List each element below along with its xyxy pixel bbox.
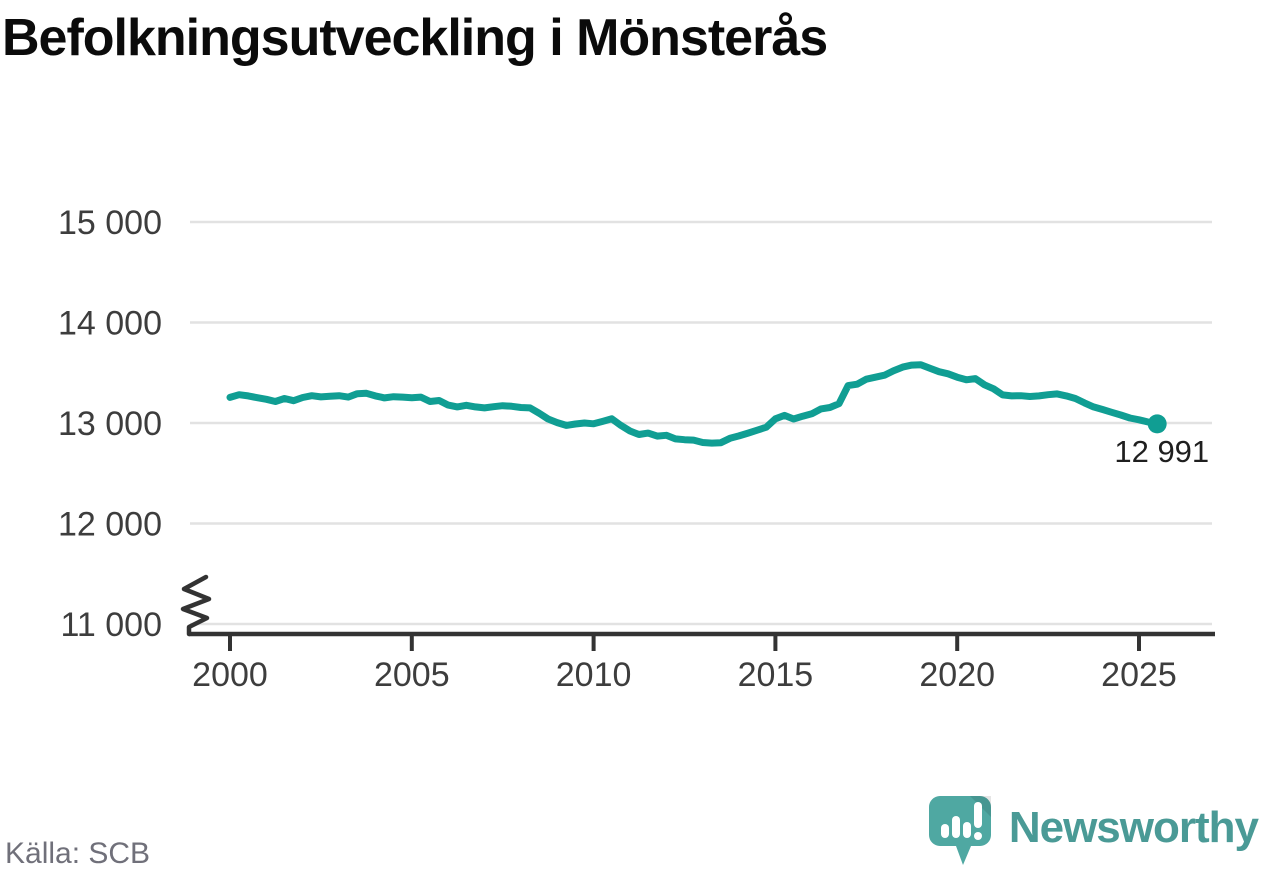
chart-title: Befolkningsutveckling i Mönsterås (2, 9, 828, 67)
x-tick-label: 2020 (919, 656, 995, 694)
axis-break-icon (180, 574, 212, 637)
logo-exclamation-dot (973, 832, 982, 840)
newsworthy-bubble-chart-icon (928, 796, 991, 865)
brand-wordmark: Newsworthy (1008, 803, 1259, 852)
latest-value-label: 12 991 (1114, 434, 1209, 469)
newsworthy-logo: Newsworthy (926, 793, 1259, 869)
gridlines (190, 220, 1212, 626)
y-tick-label: 13 000 (58, 405, 162, 443)
source-label: Källa: SCB (5, 837, 151, 870)
x-axis-ticks (228, 636, 1141, 651)
y-axis-labels: 11 000 12 000 13 000 14 000 15 000 (58, 204, 162, 644)
x-tick-label: 2025 (1101, 656, 1177, 694)
population-series-line (226, 361, 1161, 447)
logo-bar-chart-glyph (940, 802, 982, 840)
x-tick-label: 2010 (556, 656, 632, 694)
x-tick-label: 2000 (192, 656, 268, 694)
y-tick-label: 11 000 (61, 606, 162, 644)
logo-exclamation-stem (973, 802, 982, 828)
x-axis-labels: 2000 2005 2010 2015 2020 2025 (192, 656, 1177, 694)
latest-value-dot (1147, 414, 1167, 434)
x-tick-label: 2005 (374, 656, 450, 694)
y-tick-label: 15 000 (58, 204, 162, 242)
y-tick-label: 12 000 (58, 506, 162, 544)
x-tick-label: 2015 (738, 656, 814, 694)
y-tick-label: 14 000 (58, 305, 162, 343)
